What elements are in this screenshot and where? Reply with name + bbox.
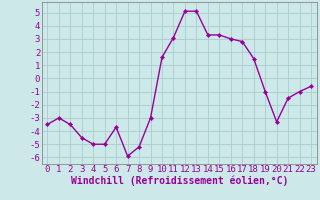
X-axis label: Windchill (Refroidissement éolien,°C): Windchill (Refroidissement éolien,°C) bbox=[70, 176, 288, 186]
